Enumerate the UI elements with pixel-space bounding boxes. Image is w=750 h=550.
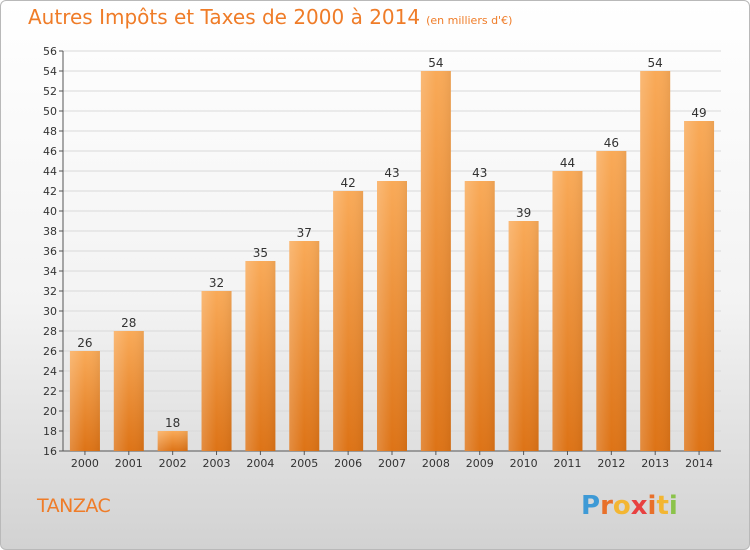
x-tick-label-2007: 2007 [378,457,406,470]
y-tick-label: 28 [43,325,57,338]
bar-shine-2010 [508,221,539,451]
x-tick-label-2004: 2004 [246,457,274,470]
bar-shine-2004 [245,261,276,451]
x-tick-label-2005: 2005 [290,457,318,470]
x-tick-label-2009: 2009 [466,457,494,470]
logo-letter: P [581,491,601,521]
chart-subtitle: (en milliers d'€) [426,14,513,27]
logo-letter: x [630,491,648,521]
bar-shine-2011 [552,171,583,451]
y-tick-label: 22 [43,385,57,398]
data-label-2007: 43 [384,166,399,180]
bar-shine-2005 [289,241,320,451]
bar-shine-2001 [113,331,144,451]
data-label-2000: 26 [77,336,92,350]
x-tick-label-2008: 2008 [422,457,450,470]
x-tick-label-2014: 2014 [685,457,713,470]
x-tick-label-2002: 2002 [159,457,187,470]
data-label-2009: 43 [472,166,487,180]
data-label-2004: 35 [253,246,268,260]
y-tick-label: 34 [43,265,57,278]
data-label-2002: 18 [165,416,180,430]
y-tick-label: 16 [43,445,57,458]
bar-shine-2000 [69,351,100,451]
x-tick-label-2013: 2013 [641,457,669,470]
y-tick-label: 50 [43,105,57,118]
y-tick-label: 54 [43,65,57,78]
y-tick-label: 18 [43,425,57,438]
y-tick-label: 38 [43,225,57,238]
data-label-2012: 46 [604,136,619,150]
y-tick-label: 40 [43,205,57,218]
y-tick-label: 48 [43,125,57,138]
bar-shine-2006 [333,191,364,451]
bar-shine-2007 [377,181,407,451]
data-label-2010: 39 [516,206,531,220]
proxiti-logo: Proxiti [581,491,678,521]
y-tick-label: 44 [43,165,57,178]
x-tick-label-2011: 2011 [553,457,581,470]
bar-layer [69,71,715,451]
data-label-2014: 49 [691,106,706,120]
bar-shine-2008 [420,71,451,451]
x-tick-label-2001: 2001 [115,457,143,470]
bar-shine-2013 [640,71,671,451]
bar-shine-2002 [157,431,188,451]
y-tick-label: 24 [43,365,57,378]
y-tick-label: 30 [43,305,57,318]
x-tick-label-2003: 2003 [203,457,231,470]
chart-title-text: Autres Impôts et Taxes de 2000 à 2014 [28,5,421,29]
x-tick-label-2006: 2006 [334,457,362,470]
bar-shine-2009 [464,181,495,451]
bar-shine-2014 [684,121,715,451]
data-label-2006: 42 [340,176,355,190]
chart-title: Autres Impôts et Taxes de 2000 à 2014 (en… [28,5,512,29]
logo-letter: i [668,491,678,521]
data-label-2011: 44 [560,156,575,170]
y-tick-label: 36 [43,245,57,258]
x-tick-label-2010: 2010 [510,457,538,470]
y-tick-label: 56 [43,45,57,58]
data-label-2008: 54 [428,56,443,70]
x-tick-label-2012: 2012 [597,457,625,470]
logo-letter: o [612,491,631,521]
bar-shine-2012 [596,151,627,451]
label-layer: 26 28 18 32 35 37 42 43 54 43 39 44 46 54 49 [77,56,706,430]
y-tick-label: 46 [43,145,57,158]
y-tick-label: 42 [43,185,57,198]
bar-shine-2003 [201,291,232,451]
data-label-2001: 28 [121,316,136,330]
x-tick-label-2000: 2000 [71,457,99,470]
y-tick-label: 26 [43,345,57,358]
data-label-2013: 54 [648,56,663,70]
logo-letter: i [647,491,657,521]
logo-letter: r [600,491,613,521]
data-label-2003: 32 [209,276,224,290]
logo-letter: t [656,491,669,521]
y-tick-label: 32 [43,285,57,298]
data-label-2005: 37 [297,226,312,240]
y-tick-label: 20 [43,405,57,418]
commune-name: TANZAC [37,495,111,517]
y-tick-label: 52 [43,85,57,98]
